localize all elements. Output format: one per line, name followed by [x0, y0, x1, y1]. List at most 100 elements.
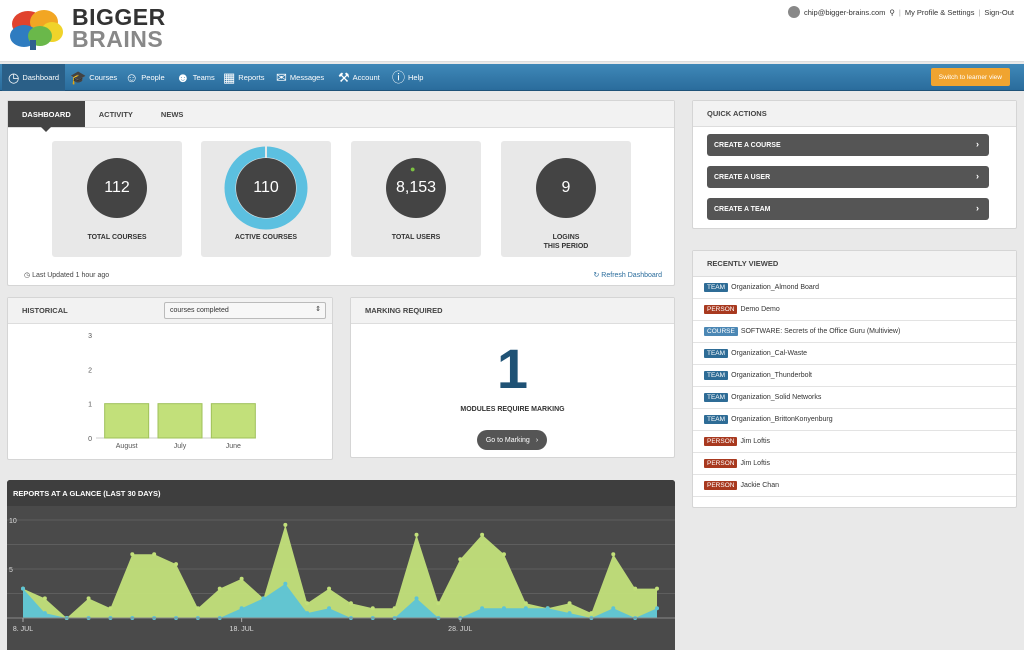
- stat-value: 9: [536, 158, 596, 218]
- divider: |: [898, 7, 901, 17]
- data-point: [152, 552, 157, 557]
- select-arrows-icon: ⇕: [315, 306, 321, 313]
- data-point: [480, 532, 485, 537]
- item-name: SOFTWARE: Secrets of the Office Guru (Mu…: [740, 328, 901, 335]
- stat-label: TOTAL COURSES: [87, 234, 147, 241]
- nav-account[interactable]: ⚒ Account: [338, 64, 380, 91]
- tab-news[interactable]: NEWS: [160, 109, 184, 119]
- data-point: [501, 606, 506, 611]
- data-point: [458, 557, 463, 562]
- data-point: [392, 606, 397, 611]
- bar: [104, 403, 150, 439]
- main-nav: ◷ Dashboard 🎓 Courses ☺ People ☻ Teams ▦ Repo…: [0, 64, 1024, 91]
- refresh-icon: ↻: [593, 272, 600, 279]
- recently-viewed-panel: RECENTLY VIEWED TEAM Organization_Almond …: [692, 250, 1017, 508]
- create-team-button[interactable]: CREATE A TEAM ›: [707, 198, 989, 220]
- data-point: [414, 532, 419, 537]
- list-item[interactable]: PERSON Jim Loftis: [693, 431, 1016, 453]
- brand-line1: BIGGER: [72, 4, 166, 30]
- type-badge: TEAM: [704, 283, 729, 292]
- list-item[interactable]: TEAM Organization_BrittonKonyenburg: [693, 409, 1016, 431]
- bar: [210, 403, 256, 439]
- wrench-icon: ⚒: [338, 70, 350, 85]
- list-item[interactable]: TEAM Organization_Thunderbolt: [693, 365, 1016, 387]
- create-user-button[interactable]: CREATE A USER ›: [707, 166, 989, 188]
- chevron-right-icon: ›: [976, 203, 979, 213]
- list-item[interactable]: TEAM Organization_Cal-Waste: [693, 343, 1016, 365]
- item-name: Jim Loftis: [740, 438, 771, 445]
- brand-line2: BRAINS: [72, 26, 164, 52]
- switch-learner-button[interactable]: Switch to learner view: [930, 68, 1010, 86]
- nav-label: Reports: [238, 73, 265, 82]
- data-point: [370, 606, 375, 611]
- data-point: [348, 601, 353, 606]
- go-to-marking-button[interactable]: Go to Marking ›: [477, 430, 547, 450]
- nav-dashboard[interactable]: ◷ Dashboard: [2, 64, 66, 91]
- stat-total-users[interactable]: 8,153 ● TOTAL USERS: [351, 141, 481, 257]
- bar: [157, 403, 203, 439]
- nav-people[interactable]: ☺ People: [125, 64, 165, 91]
- historical-title: HISTORICAL: [22, 306, 68, 315]
- user-email[interactable]: chip@bigger-brains.com: [803, 7, 886, 17]
- stat-value: 112: [87, 158, 147, 218]
- nav-courses[interactable]: 🎓 Courses: [70, 64, 117, 91]
- item-name: Organization_Cal-Waste: [731, 350, 808, 357]
- tab-dashboard[interactable]: DASHBOARD: [8, 101, 85, 132]
- data-point: [611, 606, 616, 611]
- profile-settings-link[interactable]: My Profile & Settings: [904, 7, 975, 17]
- recently-viewed-header: RECENTLY VIEWED: [693, 251, 1016, 277]
- stat-logins[interactable]: 9 LOGINS THIS PERIOD: [501, 141, 631, 257]
- data-point: [567, 601, 572, 606]
- avatar[interactable]: [787, 6, 800, 18]
- presentation-icon: ▦: [223, 70, 236, 85]
- brain-logo-icon[interactable]: [8, 6, 64, 52]
- y-tick-label: 10: [9, 518, 17, 525]
- go-to-marking-label: Go to Marking: [485, 436, 530, 444]
- refresh-dashboard-link[interactable]: ↻ Refresh Dashboard: [593, 271, 662, 279]
- marking-label: MODULES REQUIRE MARKING: [460, 406, 565, 413]
- nav-help[interactable]: ⓘ Help: [392, 64, 423, 91]
- nav-teams[interactable]: ☻ Teams: [176, 64, 215, 91]
- x-tick-label: July: [174, 443, 187, 450]
- nav-label: Messages: [289, 73, 325, 82]
- nav-messages[interactable]: ✉ Messages: [276, 64, 324, 91]
- data-point: [611, 552, 616, 557]
- list-item[interactable]: TEAM Organization_Solid Networks: [693, 387, 1016, 409]
- data-point: [523, 606, 528, 611]
- stat-total-courses[interactable]: 112 TOTAL COURSES: [52, 141, 182, 257]
- info-icon: ⓘ: [392, 70, 406, 85]
- divider: |: [978, 7, 981, 17]
- reports-header: REPORTS AT A GLANCE (LAST 30 DAYS): [7, 480, 675, 506]
- data-point: [436, 601, 441, 606]
- create-team-label: CREATE A TEAM: [714, 205, 771, 213]
- stat-active-courses[interactable]: 110 ACTIVE COURSES: [201, 141, 331, 257]
- historical-panel: HISTORICAL courses completed ⇕ 3 2 1 0 August…: [7, 297, 333, 460]
- search-icon[interactable]: ⚲: [889, 7, 895, 17]
- data-point: [21, 586, 25, 591]
- nav-reports[interactable]: ▦ Reports: [223, 64, 265, 91]
- stat-label: TOTAL USERS: [391, 234, 441, 241]
- historical-metric-select[interactable]: courses completed ⇕: [164, 302, 326, 319]
- clock-icon: ◷: [24, 272, 31, 279]
- envelope-icon: ✉: [276, 70, 287, 85]
- marking-count: 1: [496, 337, 529, 400]
- data-point: [217, 586, 222, 591]
- reports-area-chart: 10 5 8. JUL 18. JUL 28. JUL: [7, 518, 675, 633]
- type-badge: TEAM: [704, 371, 729, 380]
- create-course-button[interactable]: CREATE A COURSE ›: [707, 134, 989, 156]
- chevron-right-icon: ›: [976, 171, 979, 181]
- signout-link[interactable]: Sign-Out: [984, 7, 1014, 17]
- data-point: [305, 601, 310, 606]
- series-area: [23, 583, 657, 618]
- data-point: [655, 586, 659, 591]
- person-icon: ☺: [125, 70, 139, 85]
- list-item[interactable]: COURSE SOFTWARE: Secrets of the Office Gu…: [693, 321, 1016, 343]
- y-tick-label: 1: [88, 402, 92, 409]
- create-course-label: CREATE A COURSE: [714, 141, 781, 149]
- list-item[interactable]: PERSON Jackie Chan: [693, 475, 1016, 497]
- item-name: Organization_Thunderbolt: [731, 372, 813, 379]
- tab-activity[interactable]: ACTIVITY: [98, 109, 133, 119]
- list-item[interactable]: PERSON Jim Loftis: [693, 453, 1016, 475]
- list-item[interactable]: PERSON Demo Demo: [693, 299, 1016, 321]
- list-item[interactable]: TEAM Organization_Almond Board: [693, 277, 1016, 299]
